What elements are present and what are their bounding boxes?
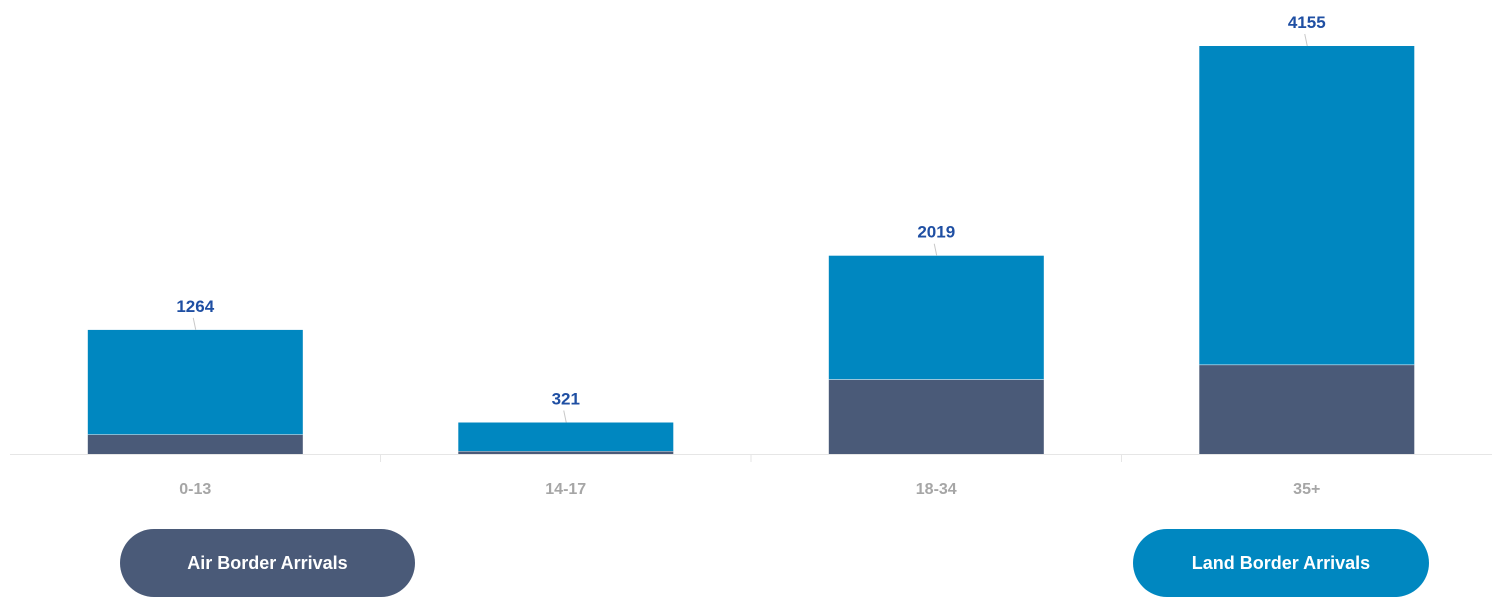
total-label-14-17: 321	[552, 389, 580, 408]
x-axis-tick-labels: 0-13 14-17 18-34 35+	[179, 481, 1320, 498]
label-leader-line	[1304, 33, 1308, 47]
bar-land-35+[interactable]	[1199, 46, 1415, 365]
bar-land-0-13[interactable]	[87, 329, 303, 435]
x-tick-label-0-13: 0-13	[179, 481, 211, 498]
bar-air-18-34[interactable]	[828, 379, 1044, 454]
label-leader-line	[563, 410, 567, 423]
x-tick-label-35+: 35+	[1293, 481, 1320, 498]
bar-land-14-17[interactable]	[458, 422, 674, 452]
legend-land-border-arrivals[interactable]: Land Border Arrivals	[1133, 529, 1429, 597]
bar-air-35+[interactable]	[1199, 364, 1415, 454]
total-label-0-13: 1264	[176, 297, 214, 316]
label-leader-line	[933, 243, 938, 256]
bar-land-18-34[interactable]	[828, 255, 1044, 380]
bars-group	[87, 46, 1415, 454]
label-leader-line	[192, 317, 197, 330]
legend-air-border-arrivals[interactable]: Air Border Arrivals	[120, 529, 415, 597]
total-labels-group: 1264 321 2019 4155	[176, 13, 1326, 423]
total-label-18-34: 2019	[917, 223, 955, 242]
x-tick-label-18-34: 18-34	[916, 481, 957, 498]
bar-air-14-17[interactable]	[458, 451, 674, 454]
x-tick-label-14-17: 14-17	[545, 481, 586, 498]
total-label-35+: 4155	[1288, 13, 1326, 32]
x-axis-ticks	[380, 454, 1122, 462]
bar-air-0-13[interactable]	[87, 434, 303, 454]
